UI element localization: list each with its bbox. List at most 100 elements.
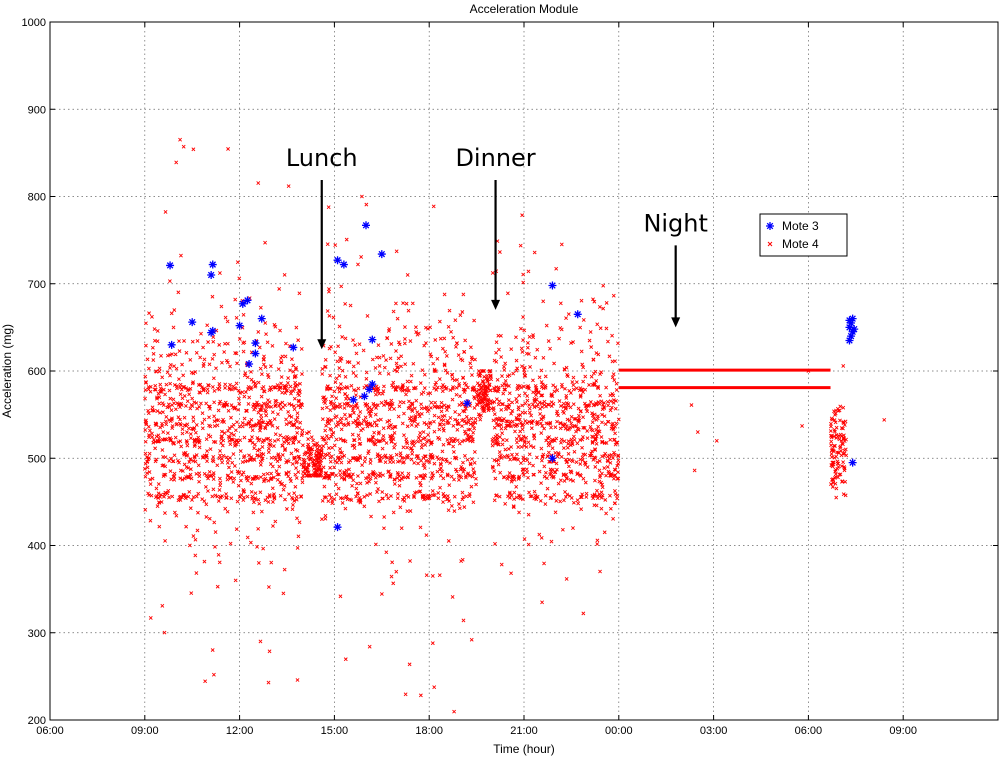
- mote-4-point: [561, 401, 566, 406]
- mote-4-point: [269, 471, 274, 476]
- mote-4-point: [527, 406, 532, 411]
- mote-4-point: [419, 458, 424, 463]
- mote-4-point: [367, 479, 372, 484]
- mote-4-point: [263, 426, 268, 431]
- mote-4-point: [279, 381, 283, 386]
- mote-4-point: [603, 497, 608, 502]
- mote-4-point: [604, 326, 609, 331]
- mote-4-point: [379, 400, 384, 405]
- mote-4-point: [692, 468, 697, 473]
- mote-4-point: [448, 388, 453, 393]
- mote-4-point: [480, 369, 485, 373]
- mote-4-point: [178, 392, 183, 397]
- mote-4-point: [462, 381, 467, 386]
- mote-4-point: [320, 406, 325, 411]
- mote-4-point: [163, 538, 168, 543]
- mote-4-point: [288, 368, 293, 373]
- mote-4-point: [444, 385, 449, 390]
- mote-4-point: [319, 468, 324, 473]
- mote-4-point: [168, 469, 173, 474]
- mote-4-point: [188, 467, 193, 472]
- mote-4-point: [173, 407, 178, 412]
- mote-4-point: [492, 399, 497, 404]
- mote-4-point: [436, 496, 441, 501]
- mote-4-point: [432, 419, 436, 424]
- mote-4-point: [344, 385, 349, 389]
- mote-4-point: [184, 350, 189, 355]
- mote-4-point: [391, 460, 396, 464]
- mote-4-point: [200, 426, 205, 431]
- mote-4-point: [595, 538, 600, 543]
- mote-4-point: [585, 409, 590, 414]
- mote-4-point: [333, 380, 338, 385]
- mote-4-point: [349, 498, 354, 503]
- mote-4-point: [433, 382, 438, 387]
- mote-4-point: [335, 420, 340, 425]
- mote-4-point: [258, 459, 263, 464]
- mote-4-point: [162, 630, 167, 635]
- mote-4-point: [241, 312, 246, 317]
- mote-4-point: [283, 391, 288, 395]
- mote-4-point: [168, 381, 173, 386]
- mote-4-point: [491, 418, 496, 423]
- mote-4-point: [495, 377, 500, 382]
- mote-4-point: [193, 459, 198, 464]
- mote-4-point: [214, 366, 218, 371]
- mote-4-point: [187, 460, 192, 464]
- mote-4-point: [203, 484, 208, 489]
- mote-4-point: [245, 409, 249, 413]
- mote-4-point: [348, 303, 353, 308]
- mote-4-point: [202, 417, 207, 422]
- mote-4-point: [251, 510, 256, 515]
- mote-4-point: [389, 439, 394, 444]
- mote-4-point: [500, 442, 505, 447]
- mote-4-point: [505, 291, 510, 296]
- mote-4-point: [402, 411, 406, 416]
- mote-4-point: [835, 466, 840, 471]
- mote-4-point: [271, 493, 276, 498]
- mote-4-point: [185, 440, 189, 445]
- mote-4-point: [604, 300, 609, 305]
- mote-4-point: [163, 210, 168, 214]
- mote-4-point: [551, 383, 556, 388]
- mote-4-point: [522, 537, 527, 541]
- mote-4-point: [337, 458, 342, 463]
- mote-4-point: [842, 468, 847, 473]
- mote-4-point: [280, 443, 285, 448]
- mote-4-point: [277, 387, 282, 392]
- mote-4-point: [605, 399, 610, 404]
- mote-4-point: [382, 365, 387, 370]
- mote-4-point: [211, 471, 216, 475]
- x-tick-label: 00:00: [605, 725, 633, 737]
- mote-4-point: [492, 498, 497, 503]
- mote-4-point: [228, 364, 232, 369]
- mote-4-point: [268, 364, 273, 369]
- mote-4-point: [255, 436, 260, 440]
- mote-4-point: [170, 494, 175, 499]
- mote-4-point: [150, 431, 154, 436]
- mote-4-point: [168, 362, 173, 367]
- mote-4-point: [376, 486, 380, 491]
- mote-4-point: [205, 323, 210, 328]
- mote-4-point: [441, 442, 446, 447]
- mote-4-point: [594, 417, 599, 422]
- mote-4-point: [352, 446, 357, 450]
- mote-4-point: [527, 452, 532, 457]
- mote-4-point: [574, 380, 579, 385]
- mote-4-point: [230, 460, 235, 465]
- mote-4-point: [580, 445, 584, 450]
- mote-4-point: [576, 406, 581, 411]
- mote-4-point: [264, 409, 268, 414]
- mote-4-point: [556, 413, 561, 418]
- mote-4-point: [261, 362, 266, 367]
- mote-4-point: [184, 386, 189, 391]
- mote-4-point: [378, 471, 383, 476]
- mote-4-point: [252, 423, 256, 428]
- mote-4-point: [226, 408, 231, 413]
- mote-4-point: [475, 403, 480, 407]
- mote-4-point: [296, 534, 301, 539]
- mote-4-point: [263, 365, 268, 370]
- mote-4-point: [535, 347, 540, 352]
- mote-4-point: [323, 397, 328, 402]
- mote-4-point: [528, 494, 533, 499]
